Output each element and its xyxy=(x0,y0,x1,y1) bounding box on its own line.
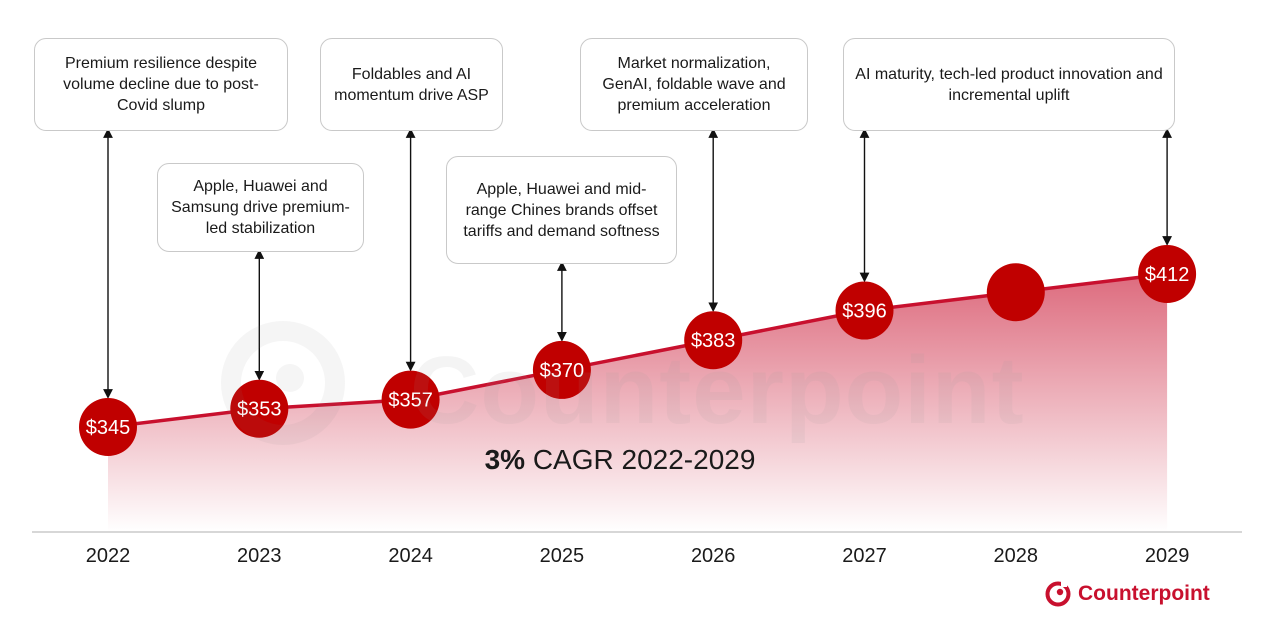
area-fill xyxy=(108,274,1168,532)
data-point-2029 xyxy=(1138,245,1197,303)
note-text: Market normalization, GenAI, foldable wa… xyxy=(602,55,786,114)
data-point-2024 xyxy=(381,370,440,429)
note-2027: AI maturity, tech-led product innovation… xyxy=(843,38,1175,131)
cagr-annotation: 3% CAGR 2022-2029 xyxy=(430,444,810,476)
data-point-2023 xyxy=(230,379,289,438)
data-label-2022: $345 xyxy=(86,417,131,439)
data-label-2029: $412 xyxy=(1145,264,1190,286)
tick-label-2024: 2024 xyxy=(388,545,433,567)
data-point-2025 xyxy=(532,340,591,399)
note-2026: Market normalization, GenAI, foldable wa… xyxy=(580,38,808,131)
tick-label-2027: 2027 xyxy=(842,545,887,567)
cagr-label: CAGR 2022-2029 xyxy=(525,444,756,475)
note-text: Premium resilience despite volume declin… xyxy=(63,55,259,114)
data-label-2024: $357 xyxy=(388,390,433,412)
logo-text: Counterpoint xyxy=(1078,582,1210,605)
note-2023: Apple, Huawei and Samsung drive premium-… xyxy=(157,163,364,252)
watermark-icon xyxy=(221,321,345,445)
counterpoint-logo-icon xyxy=(1045,580,1071,607)
data-label-2023: $353 xyxy=(237,399,282,421)
cagr-value: 3% xyxy=(484,444,526,475)
counterpoint-logo: Counterpoint xyxy=(1044,580,1210,608)
tick-label-2026: 2026 xyxy=(691,545,736,567)
data-label-2025: $370 xyxy=(540,360,585,382)
tick-label-2023: 2023 xyxy=(237,545,282,567)
note-text: Apple, Huawei and mid-range Chines brand… xyxy=(463,180,660,240)
data-point-2027 xyxy=(835,281,894,340)
data-label-2026: $383 xyxy=(691,330,736,352)
note-2025: Apple, Huawei and mid-range Chines brand… xyxy=(446,156,677,264)
note-2024: Foldables and AI momentum drive ASP xyxy=(320,38,503,131)
data-point-2022 xyxy=(79,398,137,456)
note-text: AI maturity, tech-led product innovation… xyxy=(855,65,1163,104)
data-point-2026 xyxy=(684,311,743,370)
note-2022: Premium resilience despite volume declin… xyxy=(34,38,288,131)
tick-label-2022: 2022 xyxy=(86,545,131,567)
data-point-2028 xyxy=(986,263,1045,322)
tick-label-2029: 2029 xyxy=(1145,545,1190,567)
tick-label-2025: 2025 xyxy=(540,545,585,567)
watermark-text: Counterpoint xyxy=(410,337,1025,444)
note-text: Foldables and AI momentum drive ASP xyxy=(334,65,489,104)
tick-label-2028: 2028 xyxy=(994,545,1039,567)
data-label-2027: $396 xyxy=(842,301,887,323)
note-text: Apple, Huawei and Samsung drive premium-… xyxy=(171,178,350,237)
